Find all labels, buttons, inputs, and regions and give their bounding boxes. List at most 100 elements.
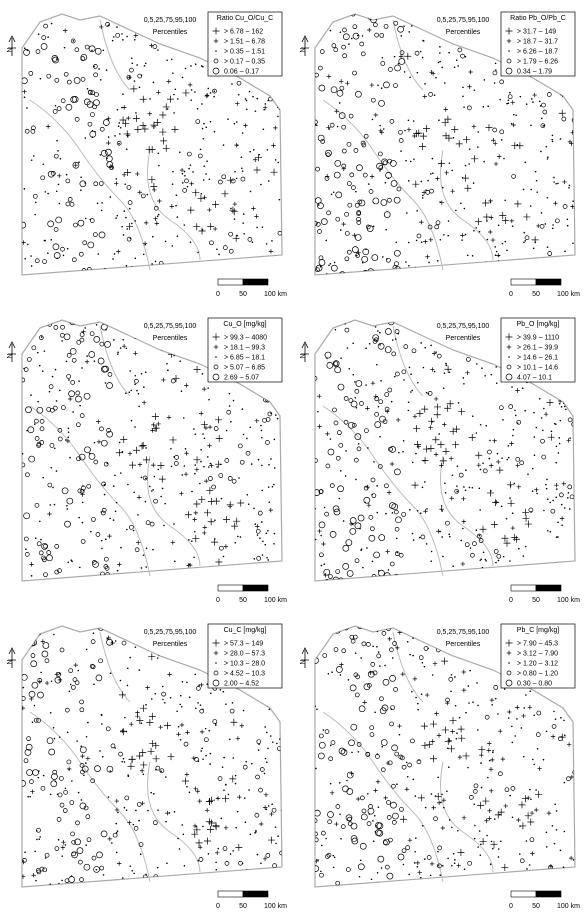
sample-point [534,241,537,243]
sample-point [354,522,362,530]
sample-point [526,795,531,801]
sample-point [320,218,328,225]
sample-point [454,704,457,707]
sample-point [494,811,502,819]
sample-point [530,188,532,191]
sample-point [38,770,40,772]
sample-point [423,646,429,651]
sample-point [350,822,358,830]
sample-point [133,446,141,454]
sample-point [382,678,390,686]
sample-point [349,634,355,640]
sample-point [225,783,227,786]
sample-point [40,336,43,338]
sample-point [241,170,244,172]
sample-point [489,863,492,865]
sample-point [46,554,53,562]
sample-point [256,534,259,536]
sample-point [542,125,545,127]
sample-point [120,728,128,736]
sample-point [205,818,213,826]
sample-point [85,756,91,761]
sample-point [54,676,62,684]
sample-point [141,125,149,133]
sample-point [378,569,380,572]
sample-point [260,424,262,427]
sample-point [75,395,82,403]
sample-point [461,239,463,241]
percentile-caption: Percentiles [153,335,188,342]
sample-point [186,563,191,568]
sample-point [140,373,143,375]
sample-point [481,644,484,647]
sample-point [391,503,399,511]
sample-point [239,459,245,465]
sample-point [205,173,207,175]
sample-point [555,829,558,831]
sample-point [461,519,467,524]
sample-point [242,213,245,215]
sample-point [504,240,506,243]
sample-point [370,878,373,881]
sample-point [354,558,360,564]
sample-point [255,154,263,162]
sample-point [278,198,281,201]
sample-point [215,416,223,424]
sample-point [69,201,75,207]
legend-symbol [508,662,510,664]
sample-point [99,750,101,752]
sample-point [93,181,99,187]
sample-point [114,135,116,137]
legend-symbol [215,356,217,358]
sample-point [494,254,497,256]
sample-point [391,657,394,659]
sample-point [446,790,448,793]
sample-point [191,490,193,493]
sample-point [369,174,375,179]
sample-point [152,235,154,238]
sample-point [220,497,223,500]
sample-point [214,519,216,521]
sample-point [532,247,535,250]
sample-point [359,401,364,406]
sample-point [465,711,467,714]
sample-point [547,529,549,532]
sample-point [432,172,434,175]
sample-point [125,392,127,395]
sample-point [374,32,379,38]
sample-point [479,559,482,562]
sample-point [128,755,136,763]
sample-point [499,98,501,101]
sample-point [174,88,177,91]
sample-point [402,450,404,453]
sample-point [58,389,61,392]
sample-point [260,429,263,432]
legend-box [207,11,283,77]
sample-point [374,326,377,328]
sample-point [154,692,157,695]
sample-point [124,183,126,186]
sample-point [490,757,495,763]
sample-point [84,446,91,454]
sample-point [350,400,358,408]
sample-point [376,753,379,755]
sample-point [550,430,553,433]
sample-point [468,795,474,800]
sample-point [554,82,560,87]
sample-point [42,774,45,777]
sample-point [315,809,321,817]
scale-label: 0 [509,291,513,298]
sample-point [231,83,233,85]
sample-point [491,704,493,706]
sample-point [354,433,362,440]
sample-point [389,461,395,467]
sample-point [542,109,548,115]
sample-point [485,424,488,427]
sample-point [210,878,215,884]
sample-point [421,637,423,639]
sample-point [200,460,202,463]
sample-point [173,456,175,458]
sample-point [270,82,276,88]
sample-point [448,535,451,538]
sample-point [348,43,350,45]
